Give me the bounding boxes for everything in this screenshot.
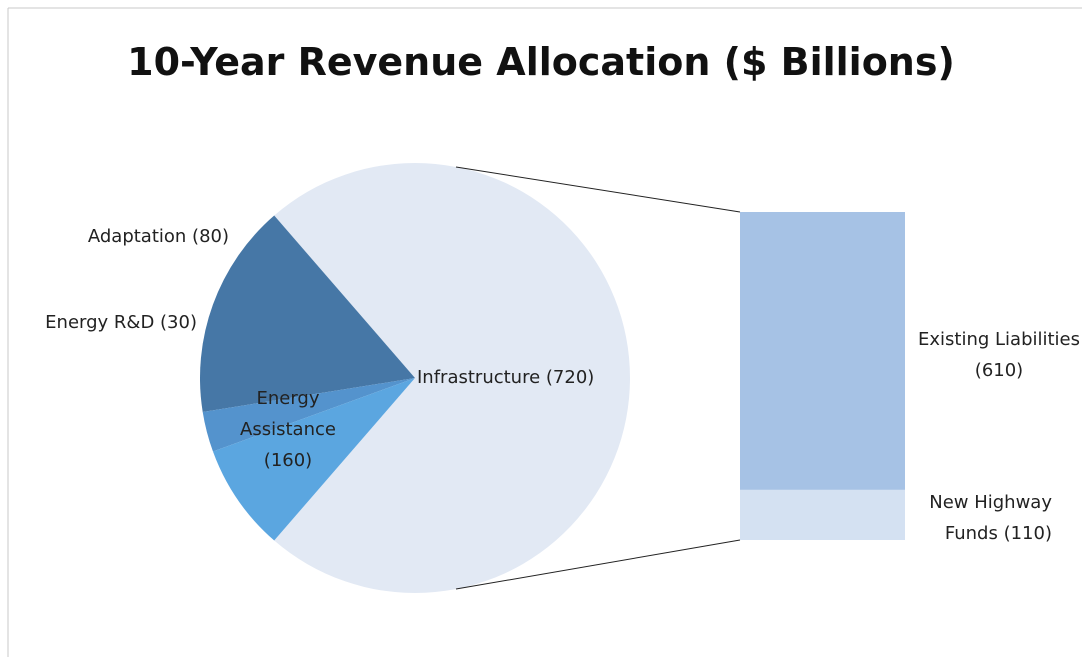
breakdown-bar bbox=[740, 212, 905, 490]
slice-label: Infrastructure (720) bbox=[417, 367, 595, 388]
pie-slice bbox=[274, 163, 630, 593]
connector bbox=[455, 539, 741, 590]
connector bbox=[455, 166, 741, 213]
bar-label: Existing Liabilities (610) bbox=[917, 329, 1081, 381]
slice-label: Adaptation (80) bbox=[87, 226, 229, 247]
chart-title: 10-Year Revenue Allocation ($ Billions) bbox=[127, 40, 955, 84]
pie-slice bbox=[200, 215, 415, 412]
pie-slice bbox=[202, 378, 415, 452]
pie-slice bbox=[212, 378, 415, 541]
breakdown-bar bbox=[740, 489, 905, 540]
slice-label: Energy Assistance (160) bbox=[240, 388, 336, 471]
bar-label: New Highway Funds (110) bbox=[929, 492, 1052, 544]
slice-label: Energy R&D (30) bbox=[45, 312, 197, 333]
